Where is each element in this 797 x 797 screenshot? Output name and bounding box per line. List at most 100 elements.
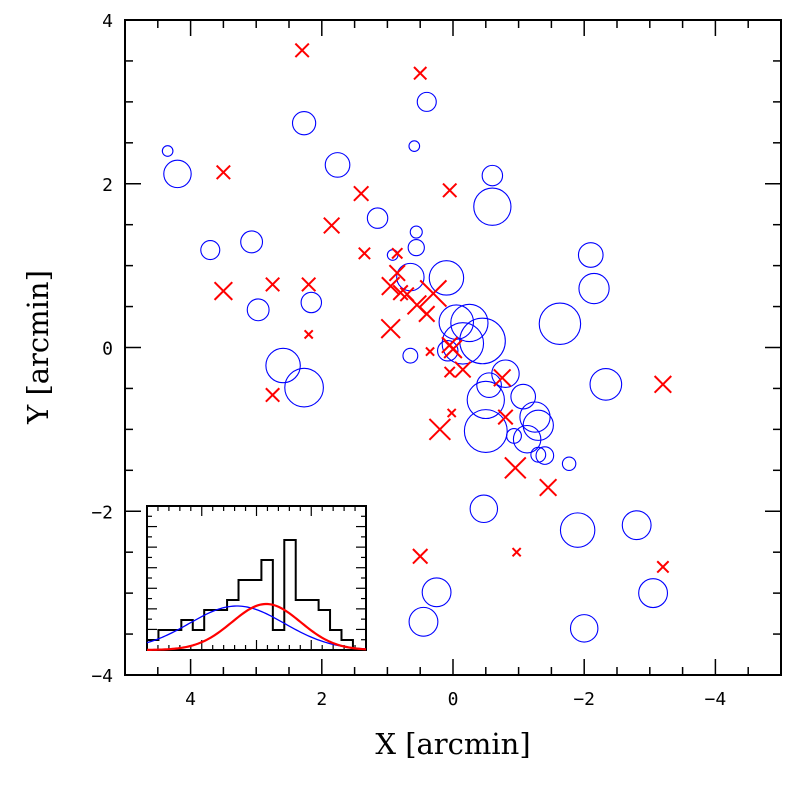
red-cross-point (419, 279, 448, 308)
cross-stroke (504, 456, 527, 480)
x-tick-label: −2 (573, 689, 595, 710)
blue-circle-point (559, 512, 596, 548)
blue-circle-point (408, 140, 421, 152)
blue-circle-point (535, 446, 555, 465)
red-cross-point (381, 276, 401, 296)
cross-stroke (399, 286, 415, 302)
cross-stroke (497, 409, 514, 426)
blue-circle-point (522, 409, 554, 441)
cross-stroke (443, 339, 463, 359)
red-cross-point (265, 277, 281, 292)
cross-stroke (454, 361, 472, 379)
blue-circle-point (409, 225, 423, 239)
red-cross-point (265, 387, 281, 403)
inset-histogram (146, 505, 367, 651)
blue-circle-point (577, 242, 604, 268)
blue-circle-point (638, 578, 669, 609)
red-cross-point (443, 339, 463, 359)
blue-circle-point (366, 207, 389, 229)
cross-stroke (353, 185, 370, 202)
blue-circle-point (265, 347, 301, 384)
red-cross-point (392, 284, 409, 301)
y-tick-label: 0 (102, 339, 113, 360)
blue-circle-point (246, 298, 270, 322)
main-plot-area: 4 2 0 −2 −4 −4 −2 0 2 4 (91, 11, 782, 710)
blue-circle-point (538, 302, 582, 346)
blue-circle-point (578, 272, 610, 305)
red-cross-point (388, 264, 406, 282)
y-axis-label: Y [arcmin] (21, 270, 55, 425)
blue-circle-point (476, 372, 502, 399)
x-tick-label: 0 (448, 689, 459, 710)
cross-stroke (539, 478, 558, 497)
cross-stroke (412, 548, 429, 565)
red-cross-point (497, 409, 514, 426)
red-cross-point (213, 281, 233, 301)
red-cross-point (442, 182, 458, 198)
red-cross-point (380, 318, 401, 339)
red-cross-point (425, 346, 435, 357)
red-cross-point (418, 305, 436, 323)
cross-stroke (418, 305, 436, 323)
blue-circle-point (437, 340, 459, 362)
blue-circle-point (408, 606, 439, 637)
red-cross-point (391, 247, 404, 260)
cross-stroke (656, 560, 670, 574)
red-cross-point (511, 547, 522, 557)
cross-stroke (213, 281, 233, 301)
blue-circle-point (428, 260, 465, 296)
cross-stroke (265, 387, 281, 403)
x-tick-label: 4 (185, 689, 196, 710)
x-axis-label: X [arcmin] (375, 727, 530, 761)
cross-stroke (419, 279, 448, 308)
x-tick-label: 2 (316, 689, 327, 710)
blue-circle-point (450, 303, 489, 343)
red-cross-point (215, 164, 231, 180)
blue-circle-point (291, 111, 317, 136)
red-cross-point (303, 329, 314, 340)
red-cross-point (358, 246, 371, 260)
y-tick-label: −2 (91, 502, 113, 523)
red-cross-point (454, 361, 472, 379)
cross-stroke (413, 66, 428, 81)
blue-circle-point (284, 367, 324, 408)
red-cross-point (301, 277, 317, 292)
blue-circle-point (240, 230, 264, 254)
red-cross-point (428, 418, 452, 441)
inset-histogram-steps (146, 539, 366, 651)
inset-gaussian-blue (146, 605, 367, 650)
y-tick-label: 4 (102, 11, 113, 32)
cross-stroke (653, 375, 672, 394)
blue-circle-point (463, 409, 508, 453)
cross-stroke (493, 368, 512, 387)
cross-stroke (301, 277, 317, 292)
red-cross-point (323, 216, 341, 235)
blue-circle-point (491, 359, 520, 388)
blue-circle-point (163, 159, 192, 189)
y-tick-label: −4 (91, 666, 113, 687)
blue-circle-point (561, 456, 577, 472)
blue-circle-point (481, 164, 504, 187)
red-cross-point (294, 42, 310, 58)
blue-circle-point (589, 367, 623, 401)
blue-circle-point (469, 494, 499, 524)
blue-circle-point (407, 238, 425, 257)
cross-stroke (294, 42, 310, 58)
cross-stroke (391, 247, 404, 260)
red-cross-point (353, 185, 370, 202)
cross-stroke (511, 547, 522, 557)
red-cross-point (413, 66, 428, 81)
inset-gaussian-red (146, 602, 367, 651)
blue-circle-point (200, 240, 221, 261)
cross-stroke (380, 318, 401, 339)
blue-circle-point (466, 380, 505, 420)
blue-circle-point (300, 291, 323, 314)
cross-stroke (442, 182, 458, 198)
blue-circle-point (510, 383, 537, 410)
red-cross-point (653, 375, 672, 394)
cross-stroke (358, 246, 371, 260)
blue-circle-point (161, 145, 174, 157)
cross-stroke (406, 294, 428, 316)
cross-stroke (425, 346, 435, 357)
